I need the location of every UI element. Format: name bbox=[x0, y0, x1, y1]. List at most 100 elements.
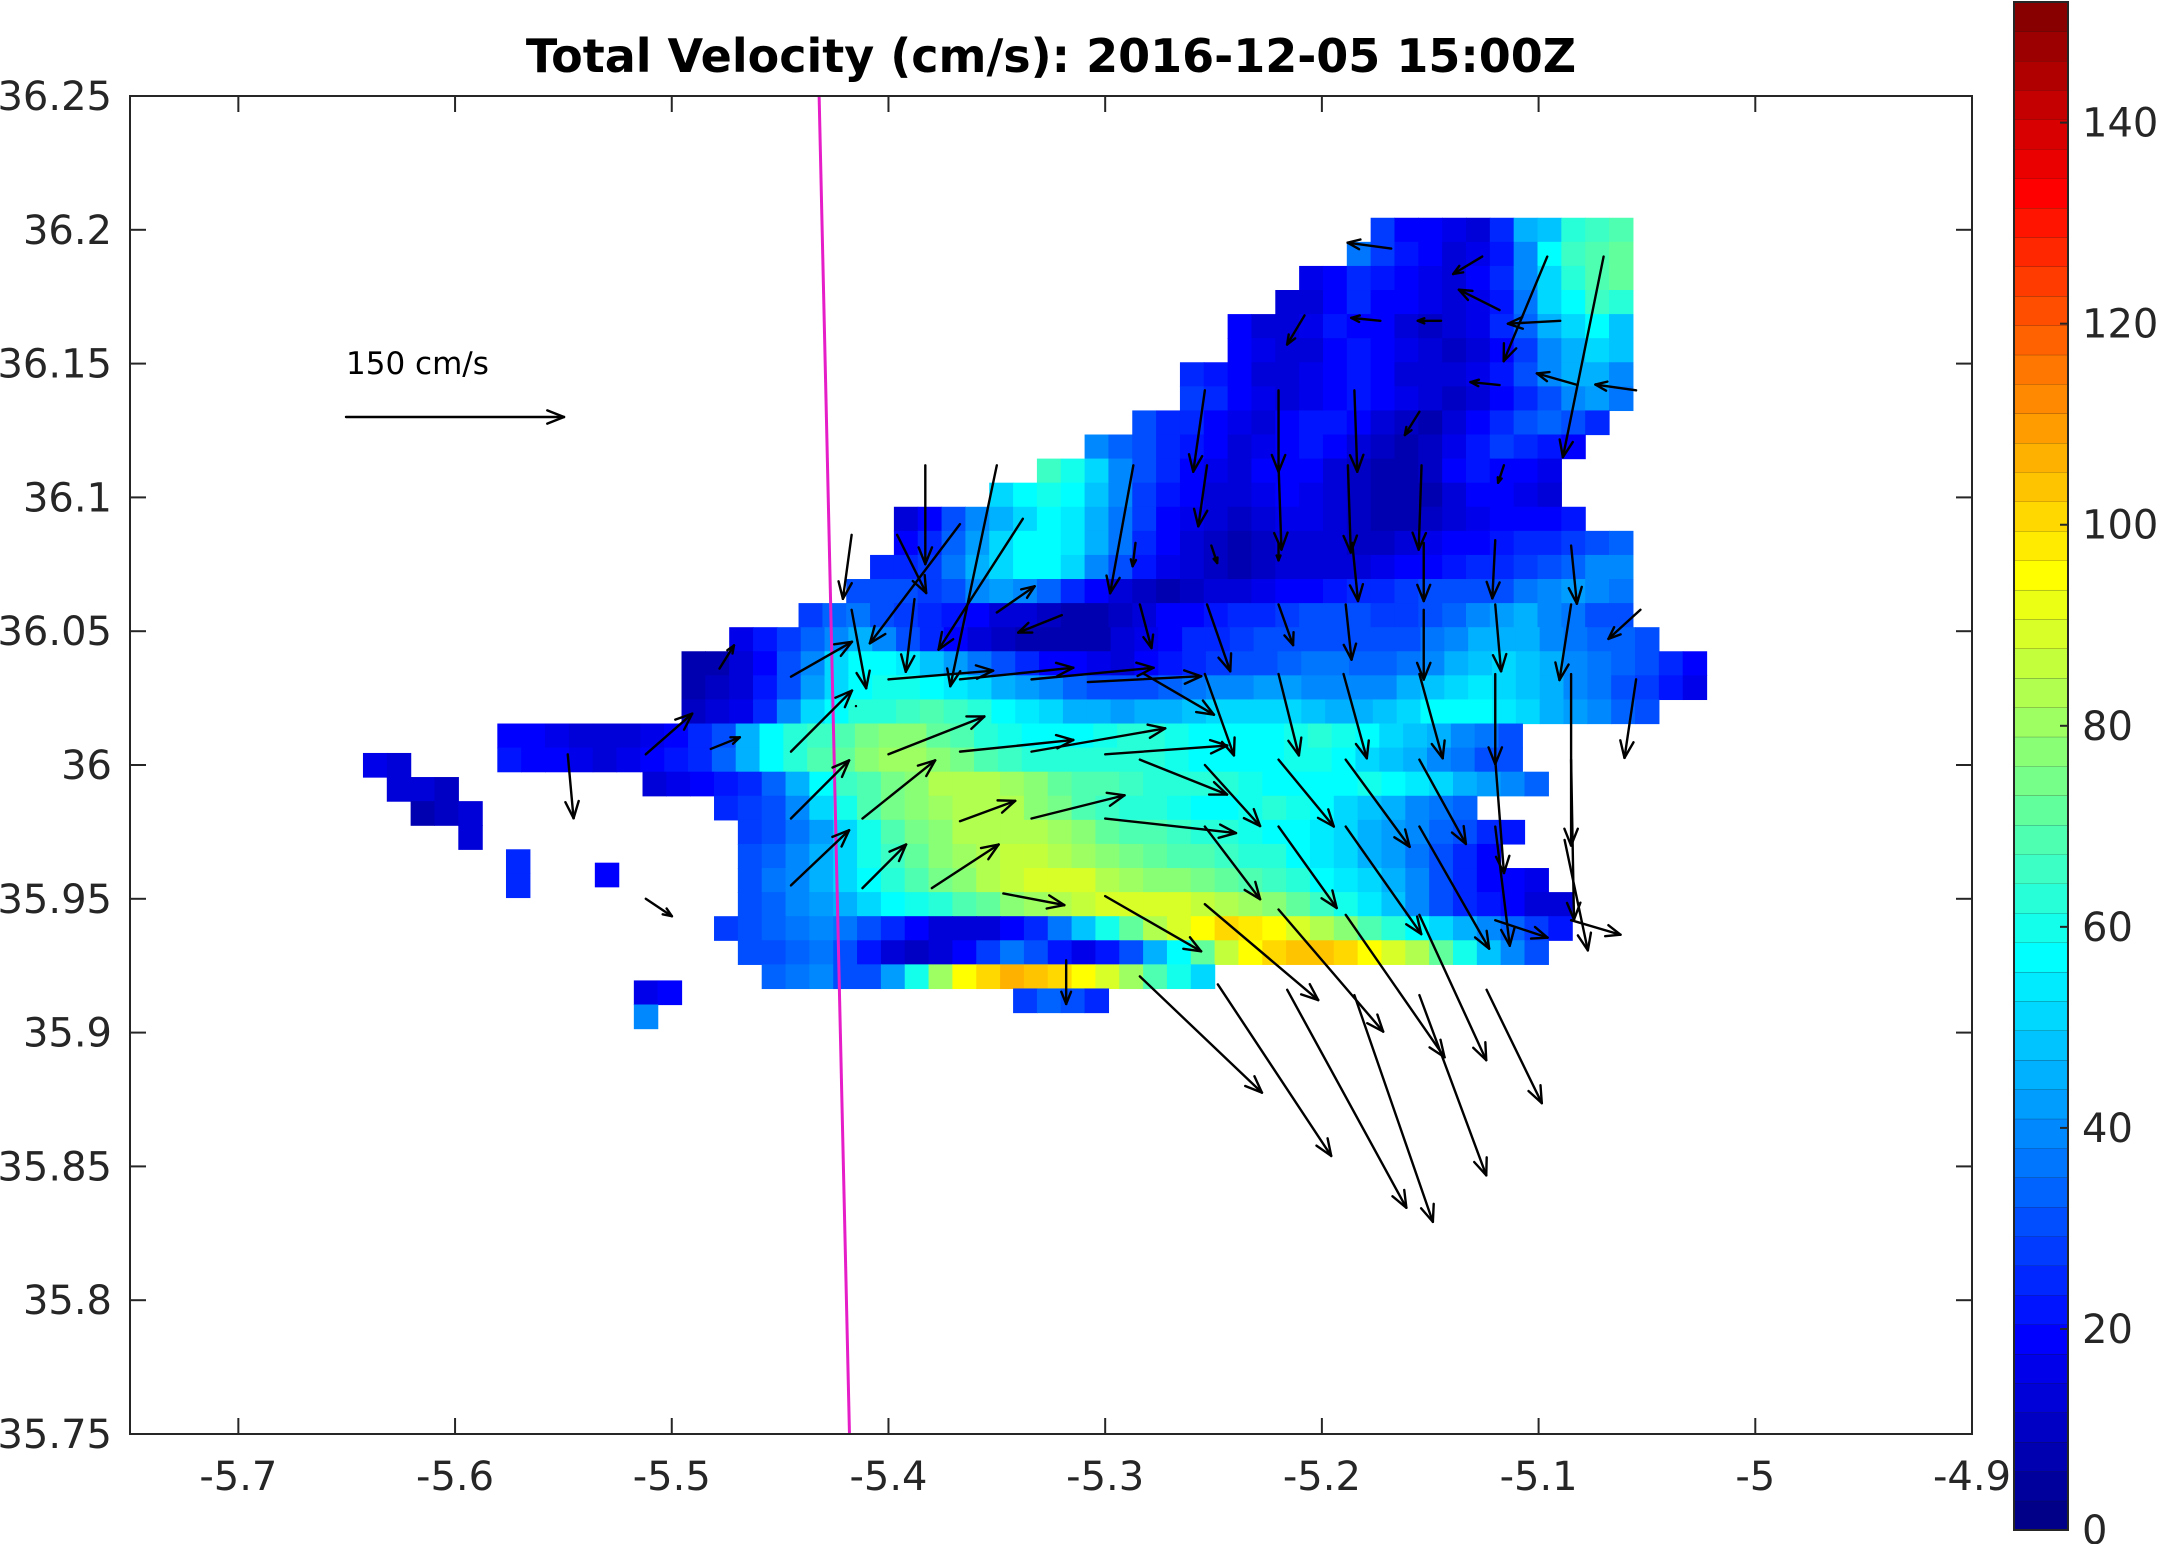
velocity-cell bbox=[1450, 747, 1476, 773]
velocity-cell bbox=[1403, 723, 1428, 749]
velocity-cell bbox=[1563, 651, 1588, 676]
velocity-cell bbox=[497, 747, 522, 773]
velocity-cell bbox=[1444, 627, 1469, 652]
velocity-vector bbox=[1138, 975, 1264, 1094]
velocity-cell bbox=[544, 723, 570, 749]
velocity-cell bbox=[785, 771, 810, 797]
velocity-cell bbox=[989, 603, 1014, 628]
colorbar-segment bbox=[2014, 1412, 2068, 1443]
velocity-cell bbox=[1166, 916, 1192, 941]
velocity-cell bbox=[904, 916, 930, 941]
velocity-vector bbox=[1017, 613, 1064, 634]
colorbar-segment bbox=[2014, 1148, 2068, 1178]
velocity-cell bbox=[1071, 916, 1097, 941]
velocity-cell bbox=[1489, 362, 1515, 387]
velocity-cell bbox=[1563, 699, 1588, 725]
velocity-vector bbox=[1277, 825, 1338, 910]
velocity-cell bbox=[785, 892, 810, 917]
velocity-cell bbox=[1158, 699, 1183, 725]
velocity-cell bbox=[1405, 771, 1430, 797]
velocity-cell bbox=[1071, 868, 1097, 893]
velocity-cell bbox=[1372, 675, 1398, 701]
velocity-cell bbox=[1095, 916, 1120, 941]
velocity-cell bbox=[1452, 868, 1478, 893]
velocity-cell bbox=[1418, 603, 1443, 628]
colorbar-segment bbox=[2014, 1353, 2068, 1384]
colorbar-tick-label: 20 bbox=[2082, 1307, 2133, 1353]
velocity-cell bbox=[1299, 530, 1324, 556]
velocity-cell bbox=[1585, 554, 1610, 580]
velocity-cell bbox=[989, 506, 1014, 532]
colorbar-segment bbox=[2014, 1089, 2068, 1119]
colorbar-segment bbox=[2014, 560, 2068, 590]
velocity-cell bbox=[1370, 338, 1396, 363]
colorbar-segment bbox=[2014, 1500, 2068, 1531]
velocity-cell bbox=[1309, 771, 1335, 797]
colorbar-tick-label: 120 bbox=[2082, 302, 2158, 348]
velocity-cell bbox=[616, 747, 641, 773]
velocity-cell bbox=[1465, 554, 1491, 580]
velocity-cell bbox=[904, 795, 930, 821]
velocity-cell bbox=[1047, 819, 1073, 845]
velocity-cell bbox=[633, 980, 659, 1006]
velocity-cell bbox=[1227, 338, 1253, 363]
x-tick-label: -5.2 bbox=[1283, 1454, 1361, 1500]
velocity-cell bbox=[1442, 434, 1467, 460]
velocity-cell bbox=[521, 723, 546, 749]
velocity-cell bbox=[1023, 940, 1049, 965]
velocity-cell bbox=[1418, 265, 1443, 291]
velocity-cell bbox=[1322, 314, 1348, 339]
velocity-cell bbox=[1214, 892, 1240, 917]
velocity-cell bbox=[1346, 362, 1372, 387]
colorbar-segment bbox=[2014, 1324, 2068, 1354]
velocity-cell bbox=[1039, 699, 1064, 725]
velocity-cell bbox=[666, 771, 691, 797]
velocity-cell bbox=[1322, 362, 1348, 387]
velocity-vector bbox=[1192, 464, 1209, 528]
velocity-vector bbox=[1403, 410, 1421, 437]
velocity-cell bbox=[1346, 386, 1372, 412]
velocity-cell bbox=[1465, 458, 1491, 484]
velocity-cell bbox=[880, 868, 906, 893]
velocity-cell bbox=[1513, 579, 1539, 604]
velocity-cell bbox=[854, 747, 880, 773]
velocity-cell bbox=[737, 795, 763, 821]
velocity-cell bbox=[952, 964, 977, 990]
velocity-cell bbox=[1394, 290, 1419, 315]
velocity-cell bbox=[1307, 723, 1333, 749]
velocity-cell bbox=[759, 747, 784, 773]
velocity-cell bbox=[1156, 579, 1181, 604]
velocity-vector bbox=[1105, 464, 1135, 595]
velocity-cell bbox=[1396, 699, 1422, 725]
velocity-cell bbox=[1468, 651, 1493, 676]
velocity-cell bbox=[1537, 434, 1562, 460]
velocity-cell bbox=[1500, 771, 1526, 797]
velocity-cell bbox=[776, 675, 802, 701]
velocity-vector bbox=[1485, 539, 1501, 600]
velocity-cell bbox=[1036, 482, 1062, 508]
velocity-cell bbox=[1372, 651, 1398, 676]
velocity-cell bbox=[1442, 603, 1467, 628]
colorbar-segment bbox=[2014, 1236, 2068, 1266]
velocity-cell bbox=[1166, 892, 1192, 917]
velocity-cell bbox=[1190, 964, 1216, 990]
velocity-cell bbox=[714, 916, 739, 941]
velocity-cell bbox=[761, 964, 787, 990]
velocity-cell bbox=[880, 916, 906, 941]
velocity-vector bbox=[1216, 983, 1333, 1158]
velocity-vector bbox=[1563, 838, 1593, 952]
velocity-cell bbox=[1405, 819, 1430, 845]
colorbar-segment bbox=[2014, 325, 2068, 355]
velocity-cell bbox=[1429, 819, 1454, 845]
velocity-cell bbox=[1262, 771, 1287, 797]
velocity-cell bbox=[1023, 843, 1049, 869]
velocity-cell bbox=[1158, 627, 1183, 652]
velocity-cell bbox=[896, 699, 921, 725]
velocity-cell bbox=[1179, 554, 1205, 580]
velocity-cell bbox=[1238, 771, 1263, 797]
colorbar-segment bbox=[2014, 912, 2068, 943]
velocity-cell bbox=[1498, 747, 1523, 773]
velocity-cell bbox=[1062, 699, 1088, 725]
velocity-cell bbox=[1036, 458, 1062, 484]
